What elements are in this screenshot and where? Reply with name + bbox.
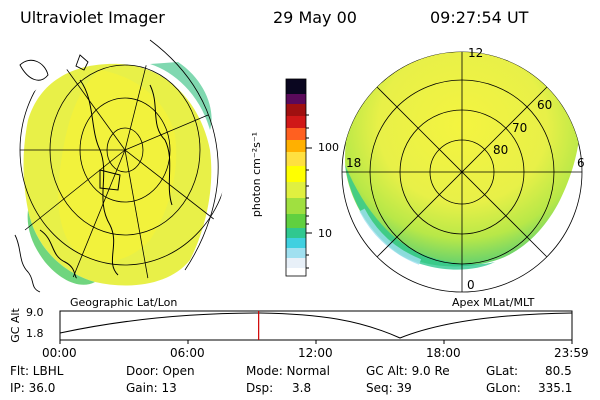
mlat-label-60: 60 [537,98,553,112]
time-tick-0600: 06:00 [170,346,205,360]
colorbar-unit-label: photon cm⁻²s⁻¹ [250,131,264,218]
altitude-plot [59,310,573,344]
geographic-caption: Geographic Lat/Lon [70,296,178,309]
colorbar [285,78,312,277]
apex-caption: Apex MLat/MLT [452,296,535,309]
altitude-tick-9: 9.0 [26,306,44,319]
mlat-label-70: 70 [512,121,528,135]
glon-value: 335.1 [538,381,573,395]
date-label: 29 May 00 [273,8,357,27]
geographic-image [14,39,224,293]
mlt-label-bottom: 0 [467,278,475,292]
dsp-value: 3.8 [292,381,312,395]
colorbar-tick-10: 10 [318,227,332,240]
mlt-label-top: 12 [468,46,484,60]
glat-value: 80.5 [545,364,572,378]
gain-info: Gain: 13 [126,381,177,395]
glat-label: GLat: [486,364,519,378]
time-label: 09:27:54 UT [430,8,529,27]
time-tick-1800: 18:00 [426,346,461,360]
time-tick-0000: 00:00 [42,346,77,360]
ip-info: IP: 36.0 [10,381,56,395]
mlat-label-80: 80 [493,143,509,157]
altitude-tick-1-8: 1.8 [26,327,44,340]
instrument-title: Ultraviolet Imager [20,8,165,27]
door-info: Door: Open [126,364,195,378]
gc-alt-info: GC Alt: 9.0 Re [366,364,450,378]
mode-info: Mode: Normal [246,364,330,378]
altitude-axis-label: GC Alt [8,308,22,343]
mlt-label-left: 18 [346,156,362,170]
seq-info: Seq: 39 [366,381,412,395]
filter-info: Flt: LBHL [10,364,64,378]
mlt-label-right: 6 [577,156,585,170]
time-tick-2359: 23:59 [554,346,589,360]
time-tick-1200: 12:00 [298,346,333,360]
dsp-label: Dsp: [246,381,274,395]
colorbar-tick-100: 100 [318,141,339,154]
polar-image [341,51,583,293]
glon-label: GLon: [486,381,521,395]
